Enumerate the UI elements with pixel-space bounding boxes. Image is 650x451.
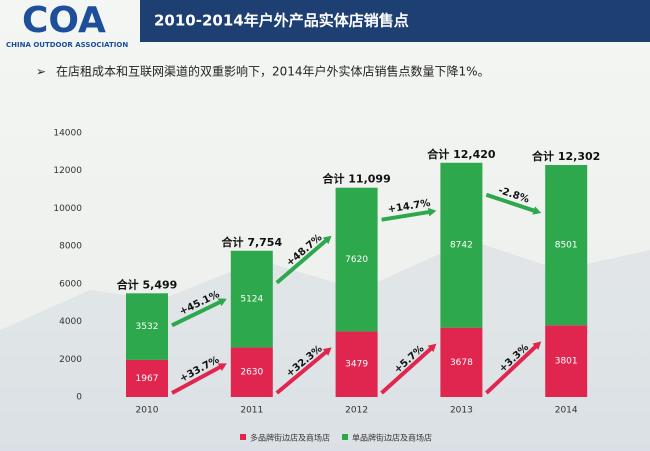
y-tick-label: 10000 xyxy=(53,204,82,214)
value-label: 3532 xyxy=(136,322,159,332)
legend-label: 单品牌街边店及商场店 xyxy=(352,433,432,443)
y-tick-label: 14000 xyxy=(53,129,82,139)
growth-arrow xyxy=(171,364,222,395)
value-label: 1967 xyxy=(136,374,159,384)
arrow-head xyxy=(532,206,542,215)
value-label: 2630 xyxy=(240,368,263,378)
logo: COA xyxy=(22,0,106,41)
growth-arrow xyxy=(485,192,536,213)
growth-arrow xyxy=(275,238,328,285)
arrow-head xyxy=(427,207,437,217)
y-tick-label: 6000 xyxy=(59,279,82,289)
growth-arrow xyxy=(275,350,328,395)
y-tick-label: 12000 xyxy=(53,166,82,176)
growth-arrow xyxy=(380,346,433,395)
total-label: 合计 12,302 xyxy=(532,149,600,163)
legend-label: 多品牌街边店及商场店 xyxy=(250,433,330,443)
y-tick-label: 4000 xyxy=(59,317,82,327)
plot: 0 2000 4000 6000 8000 10000 12000 14000 1967 3532… xyxy=(53,129,600,443)
growth-arrow xyxy=(485,344,538,395)
legend-swatch xyxy=(240,434,246,440)
bar-segment xyxy=(440,162,483,328)
subtitle: 在店租成本和互联网渠道的双重影响下，2014年户外实体店销售点数量下降1%。 xyxy=(56,64,490,79)
total-label: 合计 7,754 xyxy=(221,235,282,249)
arrow-head xyxy=(427,343,437,353)
total-label: 合计 5,499 xyxy=(117,277,178,291)
arrow-head xyxy=(532,341,542,350)
bar-segment xyxy=(126,359,168,397)
bullet: ➢ xyxy=(36,65,46,79)
arrow-head xyxy=(322,235,332,245)
value-label: 3479 xyxy=(345,360,368,370)
value-label: 5124 xyxy=(240,295,263,305)
bar-segment xyxy=(335,187,378,332)
mountain-backdrop xyxy=(0,240,650,451)
bar-segment xyxy=(335,331,378,397)
growth-arrow xyxy=(171,300,222,328)
value-label: 8742 xyxy=(450,241,473,251)
y-tick-label: 8000 xyxy=(59,242,82,252)
total-label: 合计 12,420 xyxy=(427,147,496,161)
x-tick-label: 2011 xyxy=(240,406,263,416)
title-band xyxy=(140,0,650,42)
growth-arrow xyxy=(381,209,430,222)
bar-segment xyxy=(545,165,588,326)
y-tick-label: 2000 xyxy=(59,355,82,365)
value-label: 8501 xyxy=(555,241,578,251)
title: 2010-2014年户外产品实体店销售点 xyxy=(154,12,409,30)
bar-segment xyxy=(126,293,168,360)
x-tick-label: 2012 xyxy=(345,406,368,416)
x-tick-label: 2013 xyxy=(450,406,473,416)
bar-segment xyxy=(230,250,273,348)
logo-caption: CHINA OUTDOOR ASSOCIATION xyxy=(6,41,128,49)
bar-segment xyxy=(230,347,273,397)
value-label: 3678 xyxy=(450,358,473,368)
bar-segment xyxy=(545,325,588,397)
bar-segment xyxy=(440,327,483,397)
value-label: 3801 xyxy=(555,357,578,367)
arrow-head xyxy=(217,298,227,307)
arrow-head xyxy=(217,363,227,371)
arrow-head xyxy=(322,347,332,356)
y-tick-label: 0 xyxy=(76,393,82,403)
value-label: 7620 xyxy=(345,255,368,265)
legend-swatch xyxy=(342,434,348,440)
total-label: 合计 11,099 xyxy=(322,172,390,186)
x-tick-label: 2010 xyxy=(136,406,159,416)
x-tick-label: 2014 xyxy=(555,406,578,416)
